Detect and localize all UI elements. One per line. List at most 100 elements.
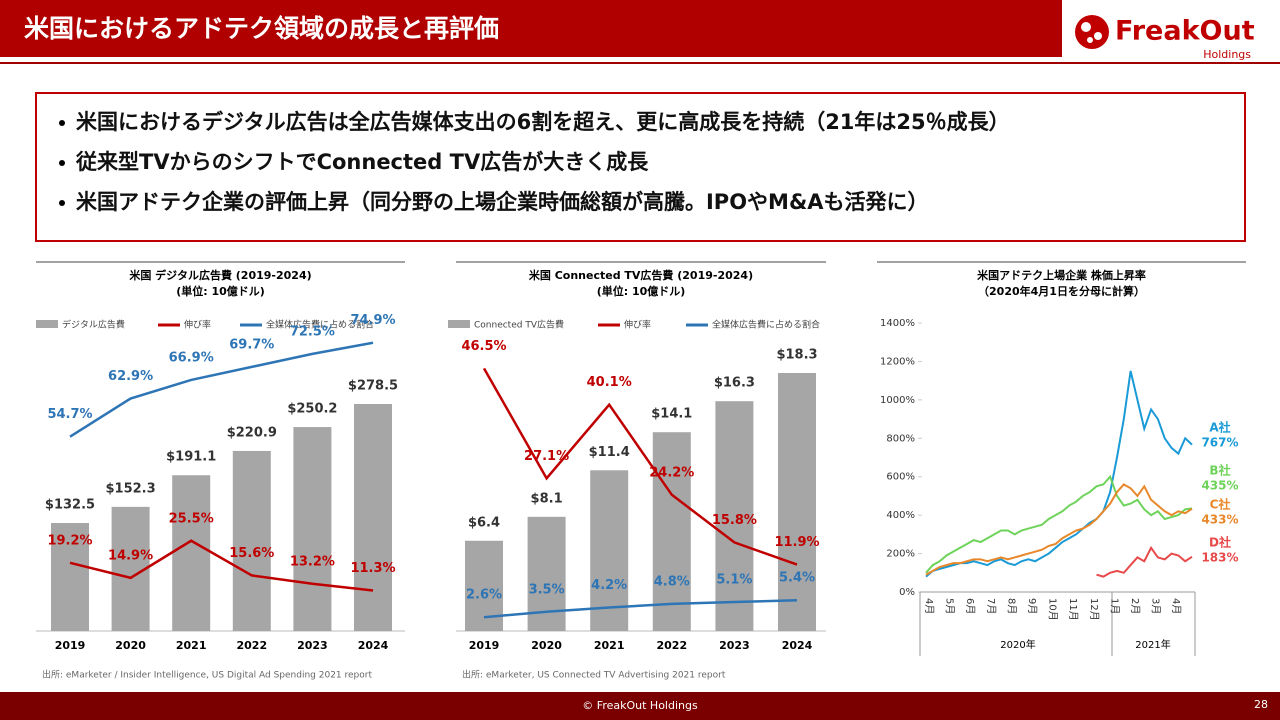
chart-subtitle: （2020年4月1日を分母に計算） [978, 284, 1145, 298]
line-series [1096, 545, 1193, 578]
legend-label: Connected TV広告費 [474, 319, 564, 331]
logo-icon [1075, 15, 1109, 49]
header-title: 米国におけるアドテク領域の成長と再評価 [24, 14, 499, 43]
x-tick-label: 2023 [719, 639, 750, 652]
line-label: 66.9% [169, 350, 214, 365]
bullet-dot [59, 160, 65, 166]
x-tick-label: 5月 [944, 598, 956, 614]
series-name: C社 [1210, 497, 1231, 512]
chart-title: 米国 デジタル広告費 (2019-2024) [128, 268, 311, 282]
line-series [482, 367, 798, 566]
bar-label: $11.4 [589, 445, 630, 460]
line-label: 5.1% [716, 573, 752, 588]
source-note: 出所: eMarketer / Insider Intelligence, US… [42, 669, 372, 681]
footer-bar [0, 692, 1280, 720]
bar [172, 475, 211, 631]
legend-label: 伸び率 [184, 319, 211, 331]
y-tick-label: 1000% [880, 395, 915, 406]
bar-label: $18.3 [776, 348, 817, 363]
x-tick-label: 9月 [1026, 598, 1038, 614]
x-tick-label: 2022 [656, 639, 687, 652]
x-tick-label: 8月 [1005, 598, 1017, 614]
bar [51, 523, 89, 631]
line-label: 72.5% [290, 324, 335, 339]
x-tick-label: 2023 [297, 639, 328, 652]
footer-copyright: © FreakOut Holdings [582, 699, 698, 712]
x-tick-label: 10月 [1047, 598, 1059, 621]
y-tick-label: 1400% [880, 318, 915, 329]
x-tick-label: 12月 [1088, 598, 1100, 621]
line-label: 15.8% [712, 513, 757, 528]
x-tick-label: 3月 [1150, 598, 1162, 614]
legend-swatch [448, 320, 470, 328]
page-number: 28 [1254, 698, 1268, 711]
x-tick-label: 2020 [115, 639, 146, 652]
logo-sub: Holdings [1203, 48, 1251, 61]
line-label: 15.6% [229, 546, 274, 561]
y-tick-label: 200% [886, 549, 915, 560]
line-label: 4.2% [591, 578, 627, 593]
bullet-list: 米国におけるデジタル広告は全広告媒体支出の6割を超え、更に高成長を持続（21年は… [59, 110, 1010, 214]
x-tick-label: 2019 [469, 639, 500, 652]
x-tick-label: 1月 [1108, 598, 1120, 614]
chart-subtitle: (単位: 10億ドル) [176, 284, 265, 298]
line-label: 5.4% [779, 571, 815, 586]
bar-label: $14.1 [651, 407, 692, 422]
bar [232, 450, 271, 631]
x-group-label: 2021年 [1135, 638, 1170, 651]
y-tick-label: 800% [886, 433, 915, 444]
bar-label: $152.3 [106, 481, 156, 496]
x-tick-label: 4月 [1170, 598, 1182, 614]
bar [590, 470, 629, 631]
bullet-text: 従来型TVからのシフトでConnected TV広告が大きく成長 [75, 150, 649, 174]
series-end-label: 183% [1201, 551, 1238, 565]
chart-title: 米国 Connected TV広告費 (2019-2024) [528, 268, 753, 282]
x-tick-label: 11月 [1067, 598, 1079, 621]
x-tick-label: 2019 [55, 639, 86, 652]
legend-label: 伸び率 [624, 319, 651, 331]
line-label: 19.2% [47, 533, 92, 548]
x-tick-label: 2021 [176, 639, 207, 652]
bullet-box [35, 92, 1246, 242]
x-tick-label: 4月 [923, 598, 935, 614]
bar-label: $220.9 [227, 425, 277, 440]
y-tick-label: 600% [886, 472, 915, 483]
bar [465, 540, 503, 631]
bar [652, 432, 691, 631]
line-label: 11.9% [774, 535, 819, 550]
logo-text: FreakOut [1115, 16, 1255, 47]
series-end-label: 435% [1201, 479, 1238, 493]
x-tick-label: 6月 [964, 598, 976, 614]
bullet-dot [59, 120, 65, 126]
line-series [925, 474, 1193, 574]
legend-label: デジタル広告費 [62, 319, 125, 331]
y-tick-label: 1200% [880, 356, 915, 367]
y-tick-label: 0% [899, 587, 915, 598]
bullet-dot [59, 200, 65, 206]
bar-label: $6.4 [468, 515, 500, 530]
series-name: B社 [1209, 463, 1230, 478]
line-label: 40.1% [587, 375, 632, 390]
y-tick-label: 400% [886, 510, 915, 521]
line-series [69, 341, 374, 438]
x-tick-label: 2021 [594, 639, 625, 652]
line-label: 54.7% [47, 407, 92, 422]
line-label: 4.8% [654, 574, 690, 589]
x-tick-label: 2024 [358, 639, 389, 652]
legend-label: 全媒体広告費に占める割合 [266, 319, 374, 331]
series-name: A社 [1209, 420, 1230, 435]
line-label: 46.5% [461, 339, 506, 354]
line-label: 2.6% [466, 588, 502, 603]
bar-label: $132.5 [45, 498, 95, 513]
legend-label: 全媒体広告費に占める割合 [712, 319, 820, 331]
line-series [925, 483, 1193, 576]
line-series [69, 539, 374, 592]
x-tick-label: 7月 [985, 598, 997, 614]
line-label: 69.7% [229, 337, 274, 352]
bar-label: $191.1 [166, 450, 216, 465]
bar-label: $278.5 [348, 379, 398, 394]
series-name: D社 [1209, 535, 1231, 550]
bar-label: $250.2 [287, 402, 337, 417]
bar [778, 373, 816, 631]
